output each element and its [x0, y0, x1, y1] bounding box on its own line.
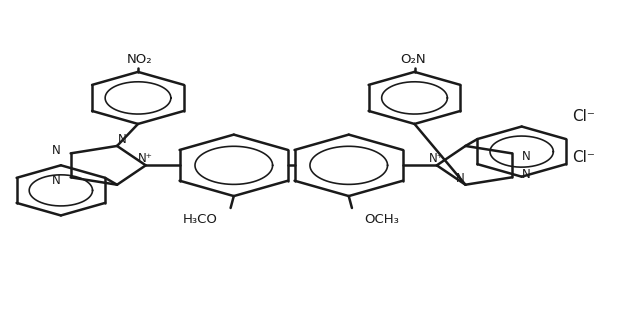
Text: O₂N: O₂N	[401, 53, 426, 66]
Text: N⁺: N⁺	[429, 152, 444, 165]
Text: N: N	[522, 150, 531, 163]
Text: OCH₃: OCH₃	[365, 213, 399, 226]
Text: Cl⁻: Cl⁻	[572, 150, 595, 165]
Text: N: N	[456, 172, 465, 185]
Text: N: N	[52, 144, 61, 157]
Text: N: N	[522, 168, 531, 181]
Text: Cl⁻: Cl⁻	[572, 109, 595, 124]
Text: N: N	[118, 133, 127, 146]
Text: N: N	[52, 174, 61, 187]
Text: H₃CO: H₃CO	[183, 213, 218, 226]
Text: N⁺: N⁺	[138, 152, 153, 165]
Text: NO₂: NO₂	[127, 53, 152, 66]
